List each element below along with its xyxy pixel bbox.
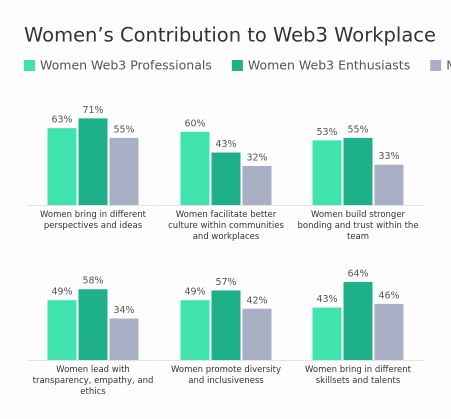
bar [312,307,342,360]
category-label: Women lead with transparency, empathy, a… [32,365,154,397]
value-label: 33% [378,151,399,162]
bar [78,289,108,360]
bar [47,128,77,205]
category-label: Women build stronger bonding and trust w… [297,210,419,242]
value-label: 63% [51,115,72,126]
value-label: 55% [347,124,368,135]
category-label: Women bring in different perspectives an… [40,210,146,231]
value-label: 64% [347,268,368,279]
category-label: Women bring in different skillsets and t… [305,365,411,386]
bar [312,140,342,205]
legend-label: Women Web3 Enthusiasts [248,58,410,73]
category-label: Women promote diversity and inclusivenes… [170,365,282,386]
value-label: 43% [215,139,236,150]
bar [78,118,108,205]
legend-swatch [231,60,243,71]
bar [211,290,241,360]
value-label: 53% [316,127,337,138]
value-label: 49% [51,287,72,298]
value-label: 32% [246,152,267,163]
legend-label: Men [446,58,451,73]
value-label: 71% [82,105,103,116]
bar [211,152,241,205]
value-label: 58% [82,276,103,287]
value-label: 42% [246,295,267,306]
value-label: 60% [184,118,205,129]
bar [109,318,139,360]
bar [180,131,210,205]
category-label: Women facilitate better culture within c… [168,210,284,242]
bar [180,300,210,360]
legend-label: Women Web3 Professionals [40,58,212,73]
bar [374,164,404,205]
value-label: 34% [113,305,134,316]
bar [47,300,77,360]
bar [343,281,373,360]
legend-swatch [430,60,442,71]
bar [242,308,272,360]
value-label: 55% [113,124,134,135]
value-label: 43% [316,294,337,305]
value-label: 46% [378,290,399,301]
chart-title: Women’s Contribution to Web3 Workplace [24,24,436,47]
bar [374,303,404,360]
bar [242,165,272,205]
value-label: 49% [184,287,205,298]
legend-swatch [24,60,35,71]
bar [343,137,373,205]
bar [109,137,139,205]
value-label: 57% [215,277,236,288]
